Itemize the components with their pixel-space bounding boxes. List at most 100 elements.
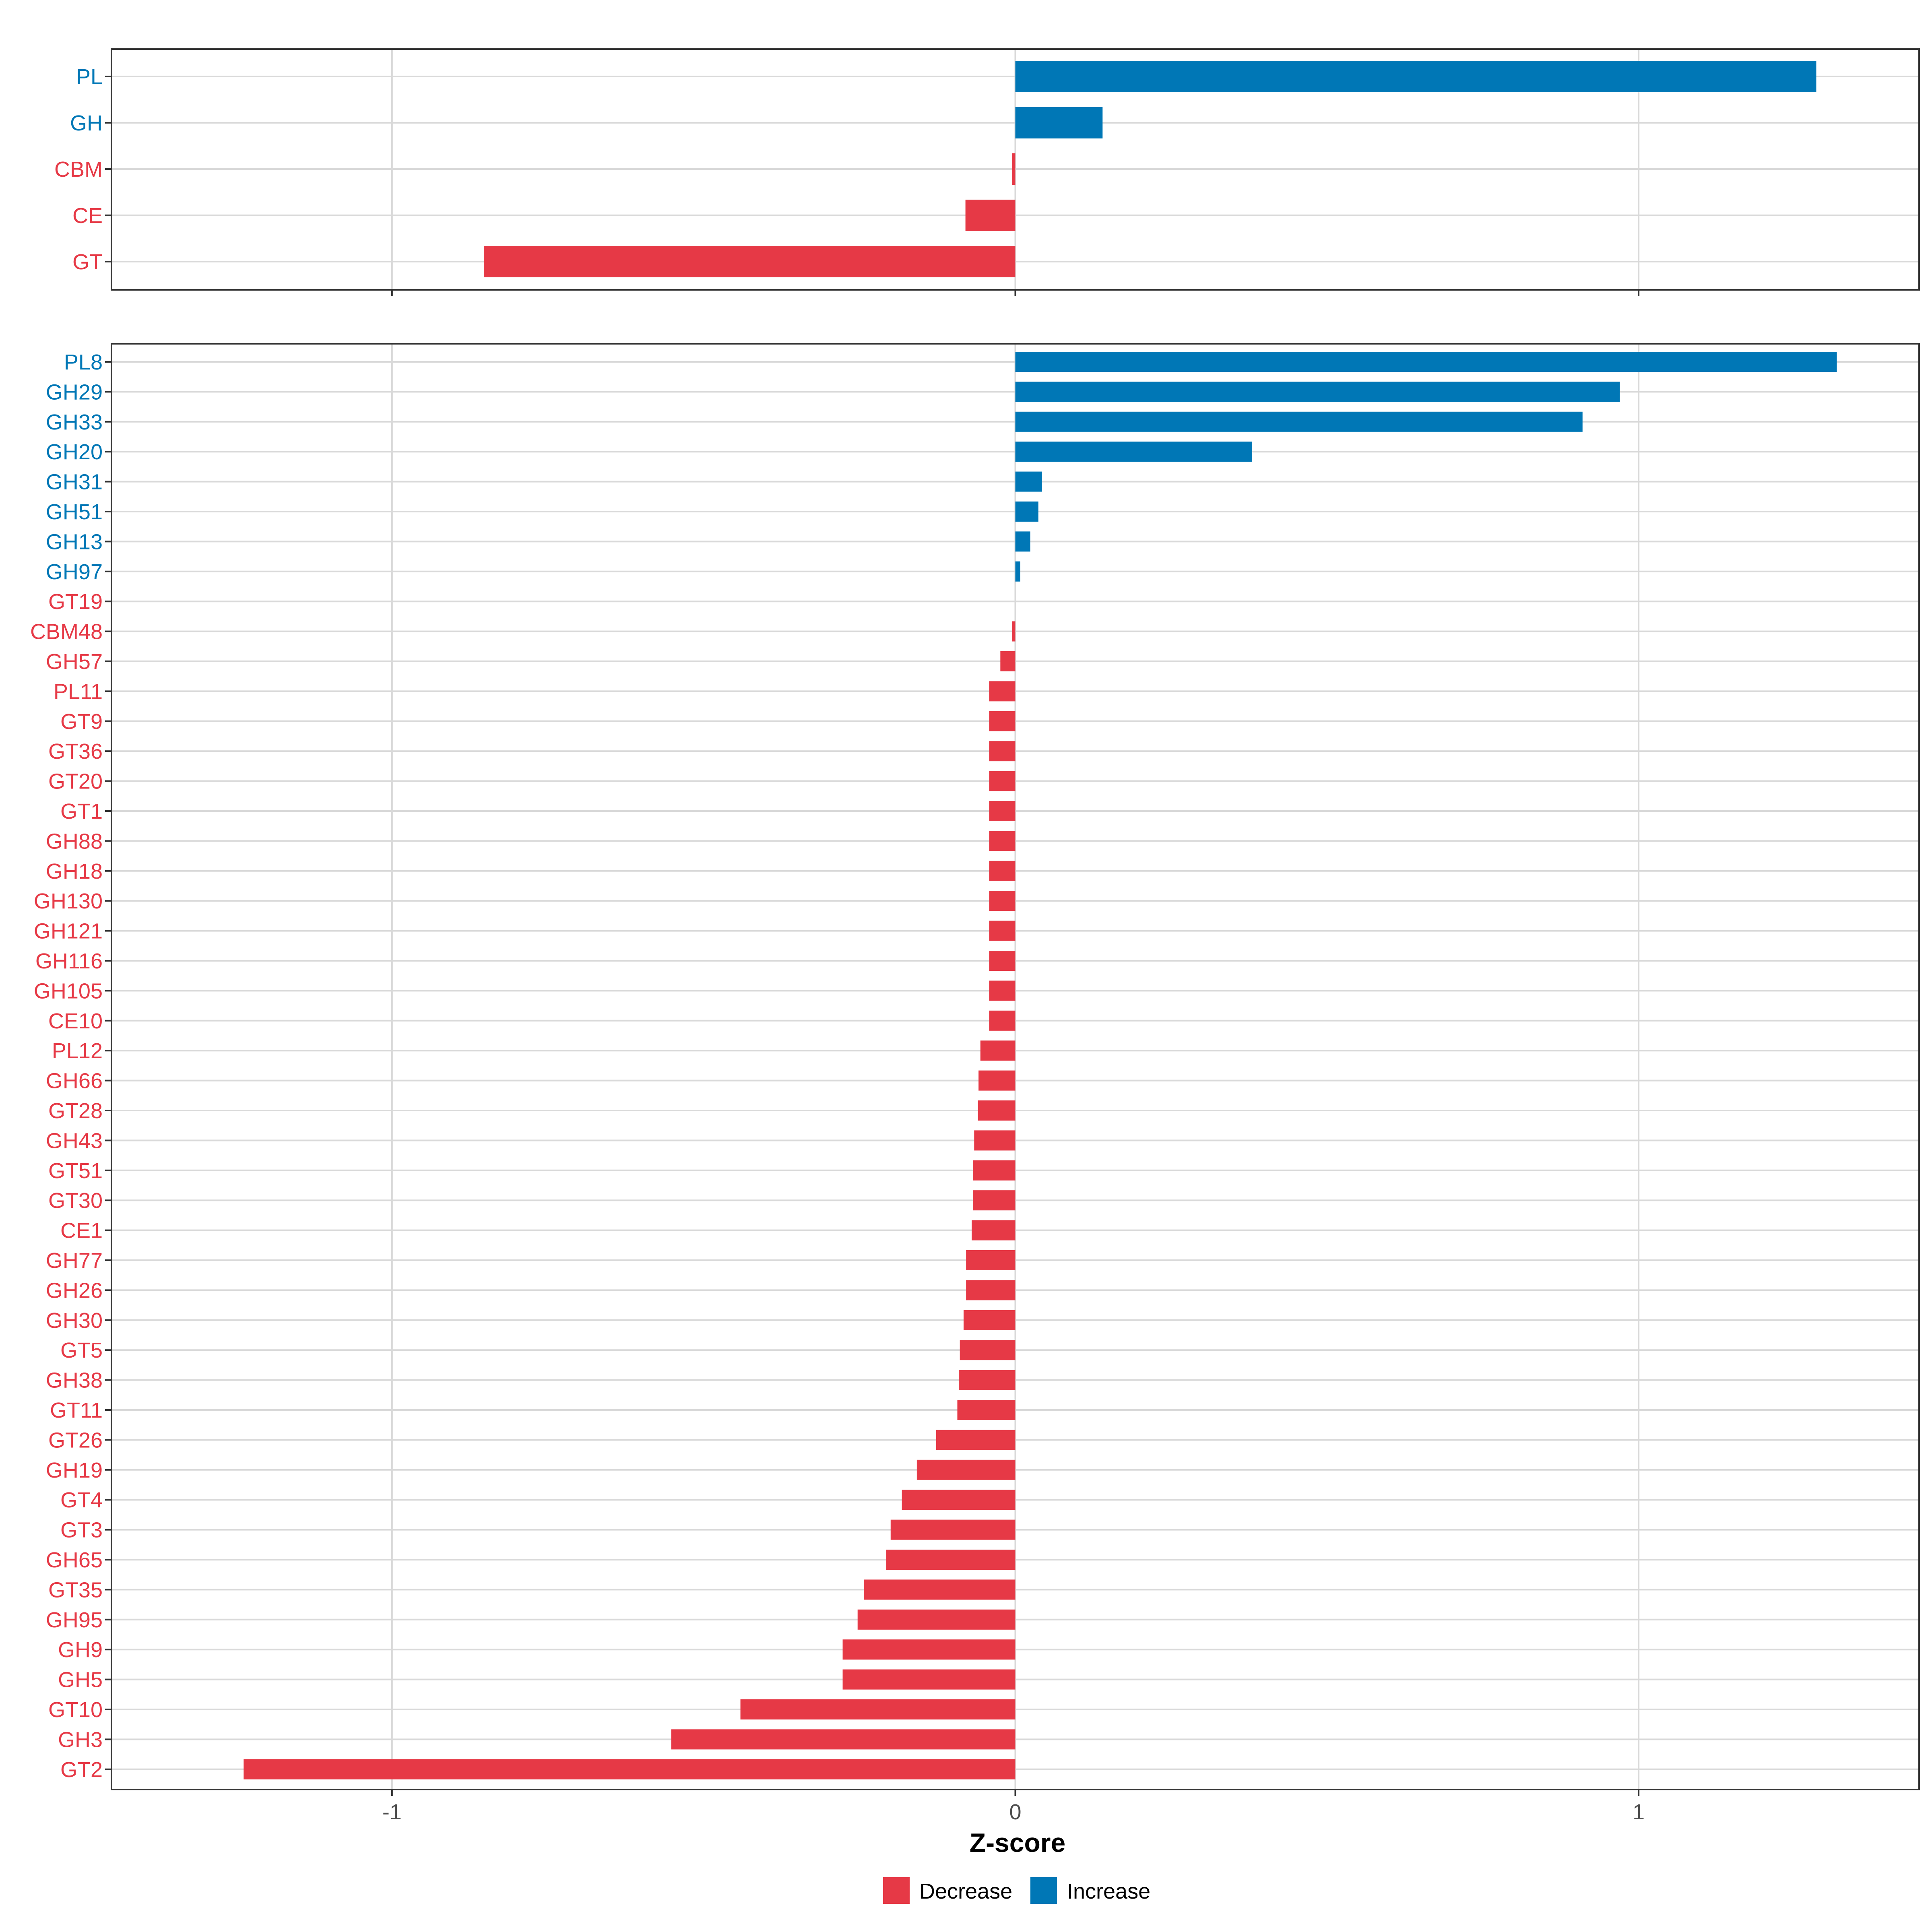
bar-cbm xyxy=(1012,153,1016,185)
bar-gt3 xyxy=(890,1519,1016,1540)
bar-gt30 xyxy=(973,1190,1016,1211)
bar-gt4 xyxy=(902,1490,1016,1510)
bar-gh51 xyxy=(1015,502,1038,522)
y-tick-label-gh105: GH105 xyxy=(34,979,103,1003)
y-tick-label-gh88: GH88 xyxy=(46,829,103,853)
bar-gt35 xyxy=(864,1579,1016,1600)
y-tick-label-gh19: GH19 xyxy=(46,1458,103,1482)
y-tick-label-gh29: GH29 xyxy=(46,380,103,404)
bar-pl8 xyxy=(1015,352,1837,372)
bar-gh30 xyxy=(963,1310,1016,1330)
y-tick-label-gh116: GH116 xyxy=(35,949,103,973)
y-tick-label-gt20: GT20 xyxy=(48,770,103,794)
y-tick-label-ce10: CE10 xyxy=(48,1009,103,1033)
bar-gh20 xyxy=(1015,442,1252,462)
y-tick-label-gt4: GT4 xyxy=(60,1488,103,1512)
y-tick-label-gt28: GT28 xyxy=(48,1099,103,1123)
bar-gh19 xyxy=(916,1459,1016,1480)
bar-gh88 xyxy=(989,831,1016,851)
y-tick-label-gh38: GH38 xyxy=(46,1368,103,1393)
bar-gh3 xyxy=(671,1729,1016,1750)
bar-gt xyxy=(484,246,1016,277)
y-tick-label-gt19: GT19 xyxy=(48,590,103,614)
y-tick-label-gh5: GH5 xyxy=(58,1668,103,1692)
y-tick-label-gt11: GT11 xyxy=(50,1398,103,1422)
y-tick-label-gh130: GH130 xyxy=(34,889,103,913)
legend-swatch-decrease xyxy=(883,1877,910,1904)
bar-gt51 xyxy=(973,1160,1016,1181)
bar-gh77 xyxy=(966,1250,1016,1270)
bar-gh95 xyxy=(857,1609,1016,1630)
x-axis-title: Z-score xyxy=(970,1828,1065,1858)
y-tick-label-gt10: GT10 xyxy=(48,1698,103,1722)
bar-gt2 xyxy=(244,1759,1016,1779)
y-tick-label-gt1: GT1 xyxy=(60,799,103,824)
x-tick-label: -1 xyxy=(382,1800,402,1824)
bar-cbm48 xyxy=(1012,621,1016,642)
y-tick-label-gh26: GH26 xyxy=(46,1278,103,1302)
y-tick-label-gt9: GT9 xyxy=(60,710,103,734)
y-tick-label-gh121: GH121 xyxy=(34,919,103,943)
bar-ce xyxy=(965,200,1016,231)
y-tick-label-gt5: GT5 xyxy=(60,1338,103,1362)
bar-gh33 xyxy=(1015,411,1583,432)
y-tick-label-gh51: GH51 xyxy=(46,500,103,524)
bar-gh130 xyxy=(989,891,1016,911)
bar-gh43 xyxy=(974,1130,1016,1151)
y-tick-label-gt26: GT26 xyxy=(48,1428,103,1452)
bar-gh26 xyxy=(966,1280,1016,1300)
y-tick-label-gh43: GH43 xyxy=(46,1129,103,1153)
y-tick-label-gt35: GT35 xyxy=(48,1578,103,1602)
y-tick-label-gt30: GT30 xyxy=(48,1189,103,1213)
y-tick-label-gh3: GH3 xyxy=(58,1728,103,1752)
y-tick-label-gh33: GH33 xyxy=(46,410,103,434)
y-tick-label-ce: CE xyxy=(72,204,103,228)
y-tick-label-pl11: PL11 xyxy=(54,679,103,704)
bar-gh18 xyxy=(989,861,1016,881)
bar-gt28 xyxy=(978,1100,1016,1121)
y-tick-label-gh31: GH31 xyxy=(46,470,103,494)
y-tick-label-gh65: GH65 xyxy=(46,1548,103,1572)
y-tick-label-gh66: GH66 xyxy=(46,1069,103,1093)
bar-gh9 xyxy=(842,1639,1016,1660)
bar-gh116 xyxy=(989,951,1016,971)
bar-gh xyxy=(1015,107,1103,138)
bar-gt10 xyxy=(740,1699,1016,1719)
y-tick-label-ce1: CE1 xyxy=(60,1219,103,1243)
bar-gh5 xyxy=(842,1669,1016,1690)
bar-gt11 xyxy=(957,1400,1016,1420)
legend-label-increase: Increase xyxy=(1067,1879,1150,1903)
y-tick-label-cbm: CBM xyxy=(54,157,103,182)
y-tick-label-gh: GH xyxy=(70,111,103,135)
legend: Decrease Increase xyxy=(883,1877,1150,1904)
y-tick-label-gh20: GH20 xyxy=(46,440,103,464)
legend-label-decrease: Decrease xyxy=(919,1879,1012,1903)
legend-swatch-increase xyxy=(1030,1877,1057,1904)
bar-gh29 xyxy=(1015,382,1620,402)
y-tick-label-gh13: GH13 xyxy=(46,530,103,554)
x-tick-label: 1 xyxy=(1633,1800,1645,1824)
bottom-panel: PL8 GH29 GH33 GH20 GH31 GH51 GH13 GH97 GT19 CBM48… xyxy=(30,343,1920,1796)
bar-gh31 xyxy=(1015,471,1042,492)
bar-gh105 xyxy=(989,980,1016,1001)
bar-gh13 xyxy=(1015,531,1030,552)
y-tick-label-gh77: GH77 xyxy=(46,1249,103,1273)
bar-gh65 xyxy=(886,1550,1016,1570)
y-tick-label-gt36: GT36 xyxy=(48,739,103,764)
bar-gt36 xyxy=(989,741,1016,762)
bar-pl11 xyxy=(989,681,1016,702)
y-tick-label-gt3: GT3 xyxy=(60,1518,103,1542)
bar-gh57 xyxy=(1000,651,1016,671)
bar-pl xyxy=(1015,61,1816,92)
top-panel: PL GH CBM CE GT xyxy=(54,48,1920,296)
bar-gt1 xyxy=(989,801,1016,821)
y-tick-label-gt51: GT51 xyxy=(48,1159,103,1183)
x-axis: -1 0 1 xyxy=(382,1800,1645,1824)
bar-gt26 xyxy=(936,1430,1016,1450)
y-tick-label-gh30: GH30 xyxy=(46,1309,103,1333)
y-tick-label-cbm48: CBM48 xyxy=(30,620,103,644)
y-tick-label-gt2: GT2 xyxy=(60,1758,103,1782)
bar-ce1 xyxy=(972,1220,1016,1241)
bar-gt5 xyxy=(960,1340,1016,1360)
y-tick-label-gh95: GH95 xyxy=(46,1608,103,1632)
